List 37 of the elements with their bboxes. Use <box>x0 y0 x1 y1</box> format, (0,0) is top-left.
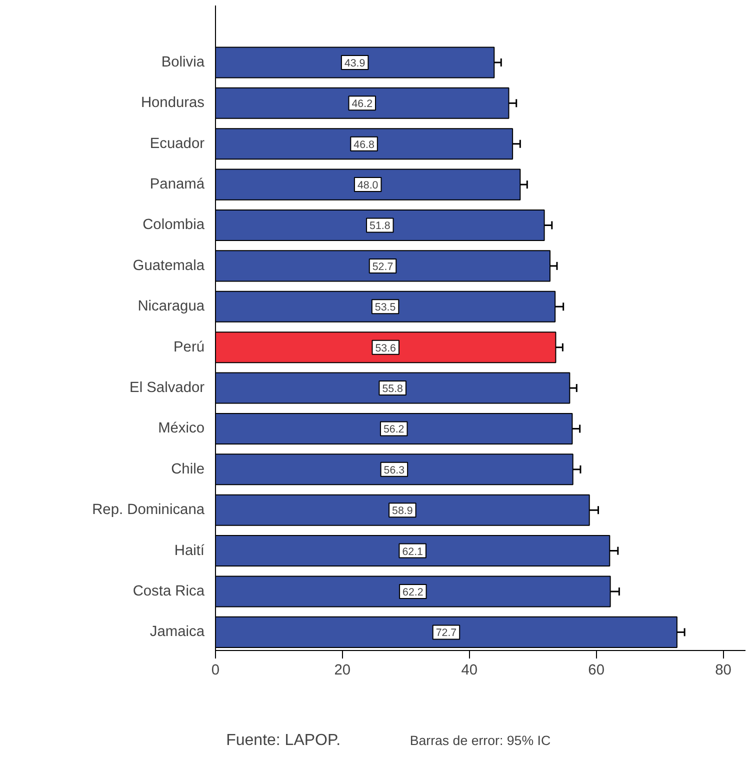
data-label: 46.8 <box>354 138 374 151</box>
data-label: 48.0 <box>357 180 378 192</box>
data-label: 53.5 <box>374 302 396 314</box>
text: Barras de error: 95% IC <box>410 733 551 748</box>
data-label: 56.3 <box>384 464 405 476</box>
data-label: 52.7 <box>372 260 394 273</box>
data-label: 55.8 <box>382 383 404 396</box>
x-tick-label: 0 <box>211 662 220 678</box>
y-tick-label: Nicaragua <box>138 298 206 315</box>
y-tick-label: Jamaica <box>150 624 206 640</box>
x-tick-label: 60 <box>588 662 604 678</box>
data-label: 43.9 <box>344 57 366 70</box>
x-tick-label: 20 <box>334 662 351 678</box>
y-tick-label: Guatemala <box>132 258 206 274</box>
y-tick-label: Costa Rica <box>132 583 206 600</box>
data-label: 62.2 <box>402 586 424 598</box>
y-tick-label: México <box>158 420 205 437</box>
y-tick-label: Perú <box>174 339 205 356</box>
x-tick-label: 80 <box>715 662 732 678</box>
y-tick-label: Honduras <box>140 95 205 112</box>
data-label: 56.2 <box>383 424 404 436</box>
source-note: Fuente: LAPOP. <box>226 732 341 749</box>
data-label: 51.8 <box>370 220 390 232</box>
data-label: 53.6 <box>375 342 396 354</box>
data-label: 58.9 <box>392 505 413 518</box>
y-tick-label: Panamá <box>150 176 206 193</box>
y-tick-label: Bolivia <box>161 54 206 70</box>
y-tick-label: Colombia <box>142 217 206 234</box>
data-label: 46.2 <box>352 98 373 110</box>
y-tick-label: Ecuador <box>150 136 205 152</box>
y-tick-label: Haití <box>174 542 205 559</box>
x-tick-label: 40 <box>461 662 478 678</box>
y-tick-label: Rep. Dominicana <box>92 502 206 518</box>
y-tick-label: Chile <box>171 461 205 478</box>
y-tick-label: El Salvador <box>130 380 205 396</box>
data-label: 62.1 <box>402 546 424 558</box>
data-label: 72.7 <box>436 627 457 640</box>
